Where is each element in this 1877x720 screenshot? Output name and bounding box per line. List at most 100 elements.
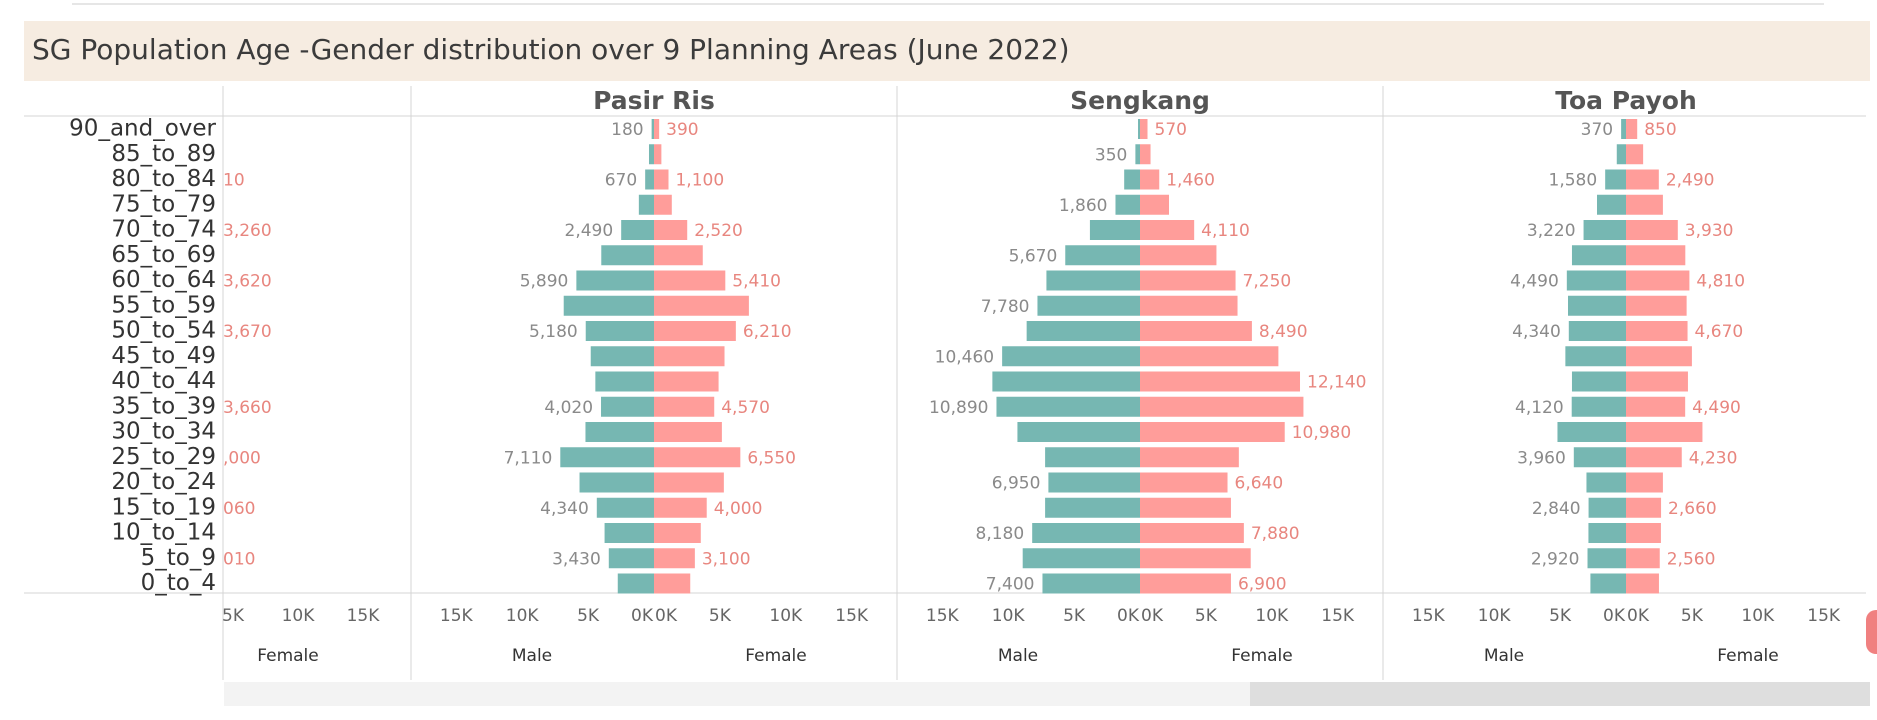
female-value-label: 2,520 <box>694 221 743 241</box>
axis-tick-label: 10K <box>1741 606 1775 626</box>
male-bar <box>1588 523 1626 543</box>
partial-female-value-label: 3,660 <box>223 398 272 418</box>
age-group-label: 35_to_39 <box>111 393 216 419</box>
age-group-label: 40_to_44 <box>111 368 216 394</box>
female-bar <box>1140 245 1217 266</box>
male-bar <box>1557 422 1626 442</box>
male-bar <box>576 270 654 291</box>
axis-tick-label: 15K <box>1807 606 1841 626</box>
female-bar <box>1626 371 1688 392</box>
female-bar <box>654 396 715 417</box>
female-value-label: 850 <box>1644 120 1676 140</box>
panel-title: Sengkang <box>1070 86 1210 115</box>
female-value-label: 10,980 <box>1292 423 1351 443</box>
male-bar <box>1588 497 1626 518</box>
axis-tick-label: 10K <box>1478 606 1512 626</box>
male-bar <box>1568 321 1626 341</box>
female-value-label: 4,570 <box>721 398 770 418</box>
partial-female-value-label: 060 <box>223 499 255 519</box>
female-bar <box>1626 194 1663 215</box>
female-value-label: 6,640 <box>1235 474 1284 494</box>
axis-tick-label: 15K <box>1321 606 1355 626</box>
female-bar <box>1626 346 1692 367</box>
female-bar <box>654 270 726 291</box>
female-axis-title: Female <box>1231 646 1292 666</box>
female-value-label: 6,900 <box>1238 575 1287 595</box>
female-bar <box>1626 472 1663 493</box>
male-value-label: 350 <box>1095 145 1127 165</box>
female-value-label: 4,110 <box>1201 221 1250 241</box>
male-value-label: 6,950 <box>992 474 1041 494</box>
male-bar <box>579 472 654 493</box>
male-bar <box>601 245 654 266</box>
partial-axis-title: Female <box>257 646 318 666</box>
male-bar <box>1048 472 1140 493</box>
male-bar <box>1089 220 1140 240</box>
male-value-label: 4,120 <box>1515 398 1564 418</box>
female-bar <box>1626 422 1703 442</box>
male-value-label: 10,460 <box>935 347 994 367</box>
female-bar <box>1626 119 1638 139</box>
axis-tick-label: 0K <box>1117 606 1140 626</box>
partial-female-value-label: 3,260 <box>223 221 272 241</box>
age-group-label: 65_to_69 <box>111 242 216 268</box>
male-bar <box>1124 169 1140 190</box>
page-title: SG Population Age -Gender distribution o… <box>32 33 1070 66</box>
female-value-label: 2,490 <box>1666 171 1715 191</box>
female-value-label: 4,490 <box>1692 398 1741 418</box>
male-value-label: 7,400 <box>986 575 1035 595</box>
male-bar <box>1566 270 1626 291</box>
female-bar <box>654 573 691 594</box>
female-value-label: 6,210 <box>743 322 792 342</box>
female-value-label: 2,560 <box>1667 549 1716 569</box>
male-bar <box>1115 194 1140 215</box>
male-bar <box>1045 497 1140 518</box>
female-axis-title: Female <box>745 646 806 666</box>
male-bar <box>1045 447 1140 468</box>
male-bar <box>1573 447 1626 468</box>
male-bar <box>590 346 654 367</box>
side-panel-tab[interactable] <box>1866 610 1877 654</box>
male-value-label: 3,220 <box>1527 221 1576 241</box>
male-bar <box>1026 321 1140 341</box>
male-bar <box>595 371 654 392</box>
male-bar <box>1571 371 1626 392</box>
male-value-label: 2,840 <box>1532 499 1581 519</box>
female-bar <box>654 220 688 240</box>
female-bar <box>1140 523 1244 543</box>
male-axis-title: Male <box>998 646 1038 666</box>
female-bar <box>1140 422 1285 442</box>
age-group-label: 25_to_29 <box>111 444 216 470</box>
age-group-label: 30_to_34 <box>111 419 216 445</box>
age-group-label: 0_to_4 <box>141 570 216 596</box>
female-bar <box>654 321 736 341</box>
female-value-label: 390 <box>666 120 698 140</box>
male-value-label: 1,580 <box>1549 171 1598 191</box>
male-value-label: 4,020 <box>544 398 593 418</box>
male-bar <box>651 119 654 139</box>
axis-tick-label: 5K <box>1549 606 1572 626</box>
male-value-label: 8,180 <box>976 524 1025 544</box>
female-value-label: 3,100 <box>702 549 751 569</box>
female-value-label: 1,460 <box>1166 171 1215 191</box>
female-bar <box>1626 169 1659 190</box>
male-bar <box>621 220 654 240</box>
top-divider <box>72 3 1824 5</box>
female-bar <box>1626 270 1690 291</box>
male-bar <box>1621 119 1626 139</box>
female-value-label: 570 <box>1155 120 1187 140</box>
female-bar <box>1140 220 1195 240</box>
age-group-label: 70_to_74 <box>111 217 216 243</box>
male-axis-title: Male <box>512 646 552 666</box>
male-bar <box>992 371 1140 392</box>
female-bar <box>1140 472 1228 493</box>
female-bar <box>654 497 707 518</box>
age-group-label: 60_to_64 <box>111 267 216 293</box>
scrollbar-thumb[interactable] <box>1250 682 1870 706</box>
axis-tick-label: 5K <box>1195 606 1218 626</box>
partial-female-value-label: 3,670 <box>223 322 272 342</box>
male-bar <box>1605 169 1626 190</box>
female-bar <box>1140 371 1301 392</box>
axis-tick-label: 10K <box>992 606 1026 626</box>
